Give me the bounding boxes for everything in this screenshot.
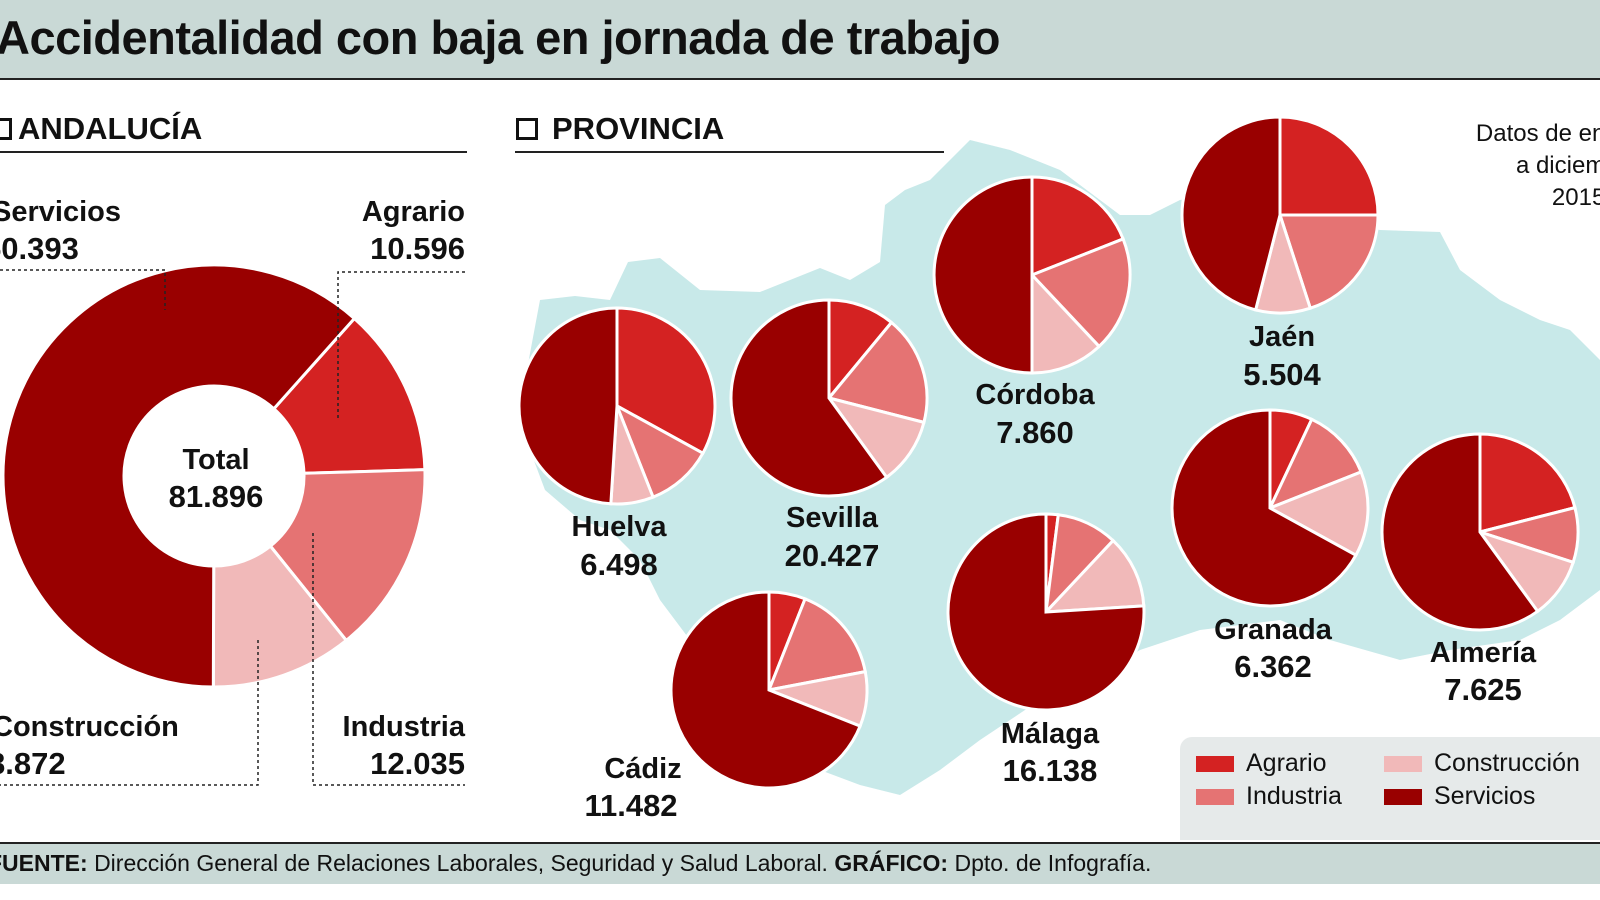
pie-jaén-slice-servicios bbox=[1180, 115, 1282, 312]
page-title: Accidentalidad con baja en jornada de tr… bbox=[0, 11, 1000, 64]
province-total: 6.362 bbox=[1234, 649, 1312, 684]
note-line: 2015-16 bbox=[1551, 184, 1600, 211]
swatch-industria bbox=[1196, 788, 1234, 805]
pie-granada-slice-construcción bbox=[1266, 469, 1370, 558]
andalucia-slice-industria bbox=[268, 468, 427, 643]
province-name: Jaén bbox=[1248, 321, 1316, 353]
value-construccion: 8.872 bbox=[0, 746, 66, 781]
province-total: 16.138 bbox=[1002, 753, 1098, 788]
province-name: Huelva bbox=[571, 511, 667, 543]
legend-label: Construcción bbox=[1434, 749, 1580, 777]
note-line: a diciembre bbox=[1515, 152, 1600, 179]
legend-label: Servicios bbox=[1434, 782, 1536, 810]
pie-málaga-slice-servicios bbox=[946, 512, 1146, 712]
leader-servicios bbox=[0, 269, 166, 310]
leader-construccion bbox=[0, 640, 259, 786]
swatch-servicios bbox=[1384, 788, 1422, 805]
pie-cádiz-slice-industria bbox=[766, 596, 868, 692]
province-total: 7.625 bbox=[1444, 672, 1522, 707]
province-total: 20.427 bbox=[784, 538, 880, 573]
pie-córdoba-slice-agrario bbox=[1030, 175, 1126, 278]
pie-córdoba-slice-servicios bbox=[932, 175, 1034, 375]
andalucia-slice-servicios bbox=[1, 263, 357, 689]
pie-almería-slice-servicios bbox=[1380, 432, 1540, 632]
pie-almería-slice-agrario bbox=[1478, 432, 1577, 534]
province-total: 5.504 bbox=[1243, 357, 1321, 392]
pie-cádiz-slice-servicios bbox=[669, 590, 863, 790]
value-agrario: 10.596 bbox=[370, 231, 465, 266]
label-agrario: Agrario bbox=[361, 196, 465, 228]
value-servicios: 50.393 bbox=[0, 231, 79, 266]
divider bbox=[0, 151, 467, 153]
section-andalucia: ANDALUCÍA bbox=[18, 111, 203, 146]
province-name: Almería bbox=[1429, 637, 1537, 669]
section-box-icon bbox=[516, 118, 538, 140]
pie-sevilla-slice-industria bbox=[826, 320, 929, 425]
legend-label: Agrario bbox=[1246, 749, 1327, 777]
divider bbox=[515, 151, 944, 153]
province-name: Málaga bbox=[1000, 718, 1100, 750]
pie-sevilla-slice-servicios bbox=[729, 298, 889, 498]
pie-huelva-slice-agrario bbox=[615, 306, 717, 456]
province-name: Granada bbox=[1214, 614, 1332, 646]
province-name: Córdoba bbox=[975, 379, 1095, 411]
legend-item-industria: Industria bbox=[1196, 782, 1342, 811]
note-line: Datos de enero bbox=[1475, 120, 1600, 147]
legend-item-agrario: Agrario bbox=[1196, 749, 1327, 778]
province-total: 7.860 bbox=[996, 415, 1074, 450]
pie-huelva-slice-servicios bbox=[517, 306, 619, 506]
date-note: Datos de enero a diciembre 2015-16 bbox=[1380, 118, 1600, 214]
donut-center-label: Total bbox=[182, 444, 250, 476]
source-label: FUENTE: bbox=[0, 850, 88, 876]
leader-agrario bbox=[337, 271, 465, 418]
province-name: Cádiz bbox=[604, 753, 682, 785]
source-text: Dirección General de Relaciones Laborale… bbox=[94, 850, 828, 876]
section-provincia: PROVINCIA bbox=[552, 111, 725, 146]
section-box-icon bbox=[0, 118, 12, 140]
pie-jaén-slice-agrario bbox=[1278, 115, 1380, 217]
pie-jaén-slice-industria bbox=[1277, 213, 1380, 311]
andalucia-slice-agrario bbox=[271, 316, 427, 475]
province-name: Sevilla bbox=[786, 502, 878, 534]
province-total: 11.482 bbox=[584, 788, 678, 823]
pie-granada-slice-servicios bbox=[1170, 408, 1358, 608]
source-footer: FUENTE: Dirección General de Relaciones … bbox=[0, 850, 1151, 877]
label-servicios: Servicios bbox=[0, 196, 121, 228]
label-construccion: Construcción bbox=[0, 711, 179, 743]
legend-item-servicios: Servicios bbox=[1384, 782, 1535, 811]
footer-band bbox=[0, 842, 1600, 884]
pie-córdoba-slice-industria bbox=[1029, 236, 1132, 349]
graphic-label: GRÁFICO: bbox=[834, 850, 949, 876]
province-total: 6.498 bbox=[580, 547, 658, 582]
legend-item-construccion: Construcción bbox=[1384, 749, 1580, 778]
legend: Agrario Industria Construcción Servicios bbox=[1180, 737, 1600, 840]
swatch-agrario bbox=[1196, 755, 1234, 772]
swatch-construccion bbox=[1384, 755, 1422, 772]
donut-center-value: 81.896 bbox=[168, 479, 264, 514]
legend-label: Industria bbox=[1246, 782, 1342, 810]
title-band bbox=[0, 0, 1600, 80]
value-industria: 12.035 bbox=[370, 746, 465, 781]
leader-industria bbox=[312, 533, 465, 786]
label-industria: Industria bbox=[342, 711, 465, 743]
graphic-text: Dpto. de Infografía. bbox=[954, 850, 1152, 876]
